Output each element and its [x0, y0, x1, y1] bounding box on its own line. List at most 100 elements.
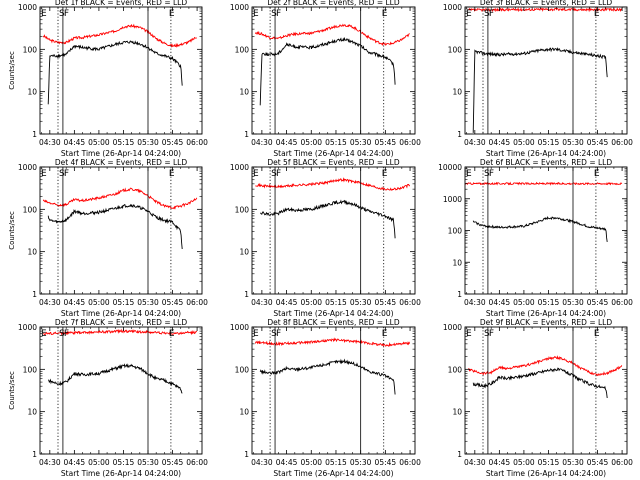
panel-title: Det 8f BLACK = Events, RED = LLD: [267, 318, 400, 327]
plot-frame: [464, 6, 628, 135]
time-marker-label: E: [253, 329, 259, 339]
x-tick-label: 05:00: [513, 298, 535, 307]
x-tick-label: 04:45: [276, 298, 298, 307]
x-tick-label: 05:45: [587, 458, 609, 467]
y-tick-label: 10: [239, 248, 249, 257]
y-tick-label: 1: [32, 130, 37, 139]
series-group: [42, 23, 198, 105]
series-group: [255, 177, 411, 239]
x-tick-label: 05:00: [300, 138, 322, 147]
x-tick-label: 05:45: [162, 458, 184, 467]
series-group: [43, 328, 198, 394]
y-tick-label: 1: [244, 450, 249, 459]
x-tick-label: 05:00: [88, 138, 110, 147]
red-lld-series: [255, 177, 411, 192]
y-tick-label: 1000: [230, 163, 249, 172]
time-marker-label: S: [484, 329, 490, 339]
x-tick-label: 06:00: [399, 138, 421, 147]
x-tick-label: 04:45: [64, 458, 86, 467]
time-marker-label: E: [41, 329, 47, 339]
time-marker-label: E: [466, 329, 472, 339]
panel-det-2: Det 2f BLACK = Events, RED = LLD Start Ti…: [230, 0, 421, 158]
y-tick-label: 1: [457, 450, 462, 459]
plot-frame: [39, 166, 203, 295]
series-group: [254, 337, 411, 395]
y-axis-label: Counts/sec: [8, 51, 16, 90]
y-tick-label: 10000: [438, 163, 462, 172]
x-tick-label: 04:30: [251, 458, 273, 467]
time-marker-label: F: [64, 169, 69, 179]
x-tick-label: 04:45: [276, 458, 298, 467]
y-axis-label: Counts/sec: [8, 371, 16, 410]
x-tick-label: 05:30: [350, 458, 372, 467]
time-marker-label: F: [489, 9, 494, 19]
y-tick-label: 10: [27, 408, 37, 417]
x-tick-label: 04:45: [276, 138, 298, 147]
time-marker-label: S: [271, 9, 277, 19]
red-lld-series: [254, 23, 410, 47]
x-tick-label: 04:30: [251, 138, 273, 147]
black-events-series: [472, 367, 608, 399]
y-tick-label: 100: [23, 205, 38, 214]
y-tick-label: 100: [235, 45, 250, 54]
x-axis-label: Start Time (26-Apr-14 04:24:00): [273, 149, 393, 158]
x-tick-label: 05:00: [88, 458, 110, 467]
black-events-series: [48, 363, 183, 394]
plot-frame: [39, 326, 203, 455]
x-tick-label: 05:00: [300, 458, 322, 467]
x-tick-label: 04:45: [64, 298, 86, 307]
x-axis-label: Start Time (26-Apr-14 04:24:00): [61, 149, 181, 158]
panel-title: Det 1f BLACK = Events, RED = LLD: [55, 0, 188, 7]
y-tick-label: 1000: [443, 195, 462, 204]
time-marker-label: F: [276, 169, 281, 179]
time-marker-label: E: [253, 169, 259, 179]
x-axis-label: Start Time (26-Apr-14 04:24:00): [61, 469, 181, 478]
x-tick-label: 06:00: [611, 458, 633, 467]
time-marker-label: F: [64, 9, 69, 19]
time-marker-label: F: [276, 329, 281, 339]
series-group: [468, 7, 623, 133]
red-lld-series: [465, 181, 623, 186]
y-tick-label: 1: [244, 130, 249, 139]
y-tick-label: 100: [448, 365, 463, 374]
x-tick-label: 05:15: [113, 298, 135, 307]
y-tick-label: 10: [452, 408, 462, 417]
x-tick-label: 05:15: [325, 298, 347, 307]
x-tick-label: 06:00: [186, 138, 208, 147]
y-tick-label: 100: [235, 205, 250, 214]
y-tick-label: 1000: [18, 163, 37, 172]
x-tick-label: 05:45: [375, 138, 397, 147]
y-tick-label: 1: [457, 290, 462, 299]
x-tick-label: 04:45: [489, 298, 511, 307]
time-marker-label: E: [169, 329, 175, 339]
plot-frame: [251, 326, 416, 455]
y-tick-label: 1000: [230, 3, 249, 12]
x-tick-label: 05:45: [375, 298, 397, 307]
time-marker-label: E: [41, 9, 47, 19]
panel-det-9: Det 9f BLACK = Events, RED = LLD Start Ti…: [443, 318, 633, 478]
panel-det-3: Det 3f BLACK = Events, RED = LLD Start Ti…: [443, 0, 633, 158]
x-tick-label: 06:00: [611, 298, 633, 307]
x-tick-label: 04:45: [489, 138, 511, 147]
x-tick-label: 05:30: [562, 458, 584, 467]
x-axis-label: Start Time (26-Apr-14 04:24:00): [486, 309, 606, 318]
x-tick-label: 05:15: [325, 138, 347, 147]
y-tick-label: 100: [448, 45, 463, 54]
x-tick-label: 05:30: [562, 298, 584, 307]
y-tick-label: 1: [244, 290, 249, 299]
time-marker-label: F: [489, 169, 494, 179]
red-lld-series: [468, 7, 623, 13]
y-tick-label: 1: [457, 130, 462, 139]
black-events-series: [47, 203, 183, 250]
x-tick-label: 04:45: [64, 138, 86, 147]
series-group: [468, 355, 623, 399]
panel-title: Det 9f BLACK = Events, RED = LLD: [480, 318, 613, 327]
x-tick-label: 06:00: [399, 458, 421, 467]
panel-title: Det 4f BLACK = Events, RED = LLD: [55, 158, 188, 167]
time-marker-label: E: [382, 9, 388, 19]
series-group: [254, 23, 410, 106]
y-tick-label: 10: [239, 88, 249, 97]
time-marker-label: F: [64, 329, 69, 339]
black-events-series: [472, 216, 608, 242]
